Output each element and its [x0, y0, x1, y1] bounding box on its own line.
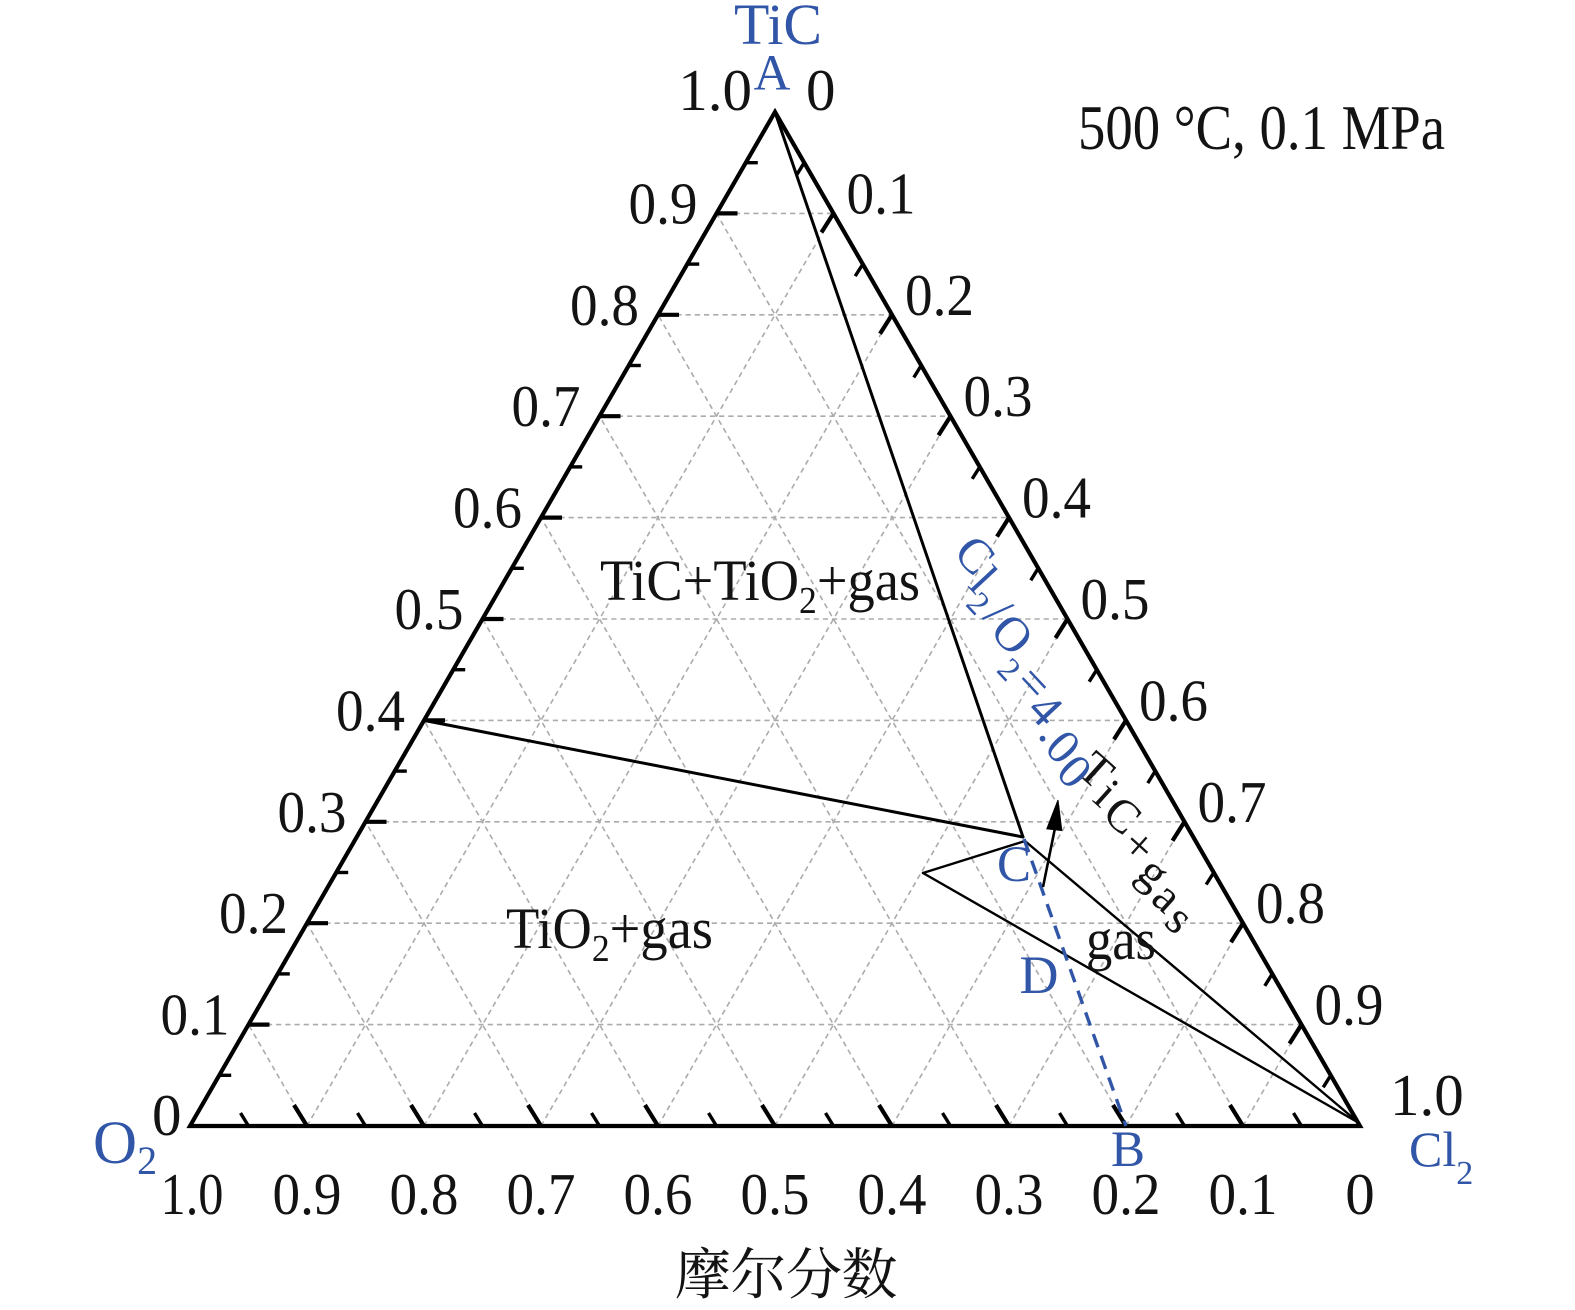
svg-text:0.4: 0.4 — [1022, 465, 1091, 531]
svg-text:1.0: 1.0 — [678, 57, 752, 123]
svg-text:0.4: 0.4 — [858, 1161, 927, 1227]
svg-text:C: C — [997, 837, 1031, 893]
svg-text:0.8: 0.8 — [570, 272, 639, 338]
svg-text:TiC+TiO2+gas: TiC+TiO2+gas — [600, 548, 920, 622]
svg-text:TiO2+gas: TiO2+gas — [506, 896, 713, 970]
svg-text:0.3: 0.3 — [964, 363, 1033, 429]
svg-text:0.8: 0.8 — [390, 1161, 459, 1227]
svg-text:0.1: 0.1 — [847, 160, 916, 226]
svg-text:0.2: 0.2 — [1092, 1161, 1161, 1227]
svg-text:0.3: 0.3 — [278, 779, 347, 845]
svg-text:TiC: TiC — [734, 0, 822, 57]
svg-text:0.7: 0.7 — [512, 373, 581, 439]
svg-text:0.9: 0.9 — [1315, 972, 1384, 1038]
svg-text:0.9: 0.9 — [273, 1161, 342, 1227]
svg-text:D: D — [1020, 945, 1059, 1005]
svg-text:1.0: 1.0 — [1390, 1062, 1464, 1128]
svg-text:0.8: 0.8 — [1256, 870, 1325, 936]
svg-text:0: 0 — [1345, 1161, 1375, 1227]
svg-text:0.1: 0.1 — [161, 982, 230, 1048]
svg-text:500 °C, 0.1 MPa: 500 °C, 0.1 MPa — [1078, 92, 1445, 163]
svg-text:B: B — [1111, 1122, 1145, 1178]
svg-text:0.3: 0.3 — [975, 1161, 1044, 1227]
svg-text:0.2: 0.2 — [905, 262, 974, 328]
svg-text:0: 0 — [806, 57, 836, 123]
svg-text:0.6: 0.6 — [1139, 667, 1208, 733]
svg-text:0.5: 0.5 — [395, 576, 464, 642]
svg-text:0: 0 — [152, 1082, 182, 1148]
svg-text:0.7: 0.7 — [1198, 769, 1267, 835]
svg-text:gas: gas — [1086, 907, 1156, 972]
svg-text:0.6: 0.6 — [624, 1161, 693, 1227]
svg-text:0.6: 0.6 — [453, 475, 522, 541]
svg-text:0.7: 0.7 — [507, 1161, 576, 1227]
svg-text:0.5: 0.5 — [741, 1161, 810, 1227]
svg-text:1.0: 1.0 — [161, 1161, 224, 1227]
svg-text:0.1: 0.1 — [1209, 1161, 1278, 1227]
svg-text:0.9: 0.9 — [629, 170, 698, 236]
svg-text:0.2: 0.2 — [219, 880, 288, 946]
svg-text:0.5: 0.5 — [1081, 566, 1150, 632]
svg-text:A: A — [754, 46, 791, 102]
svg-text:0.4: 0.4 — [336, 677, 405, 743]
